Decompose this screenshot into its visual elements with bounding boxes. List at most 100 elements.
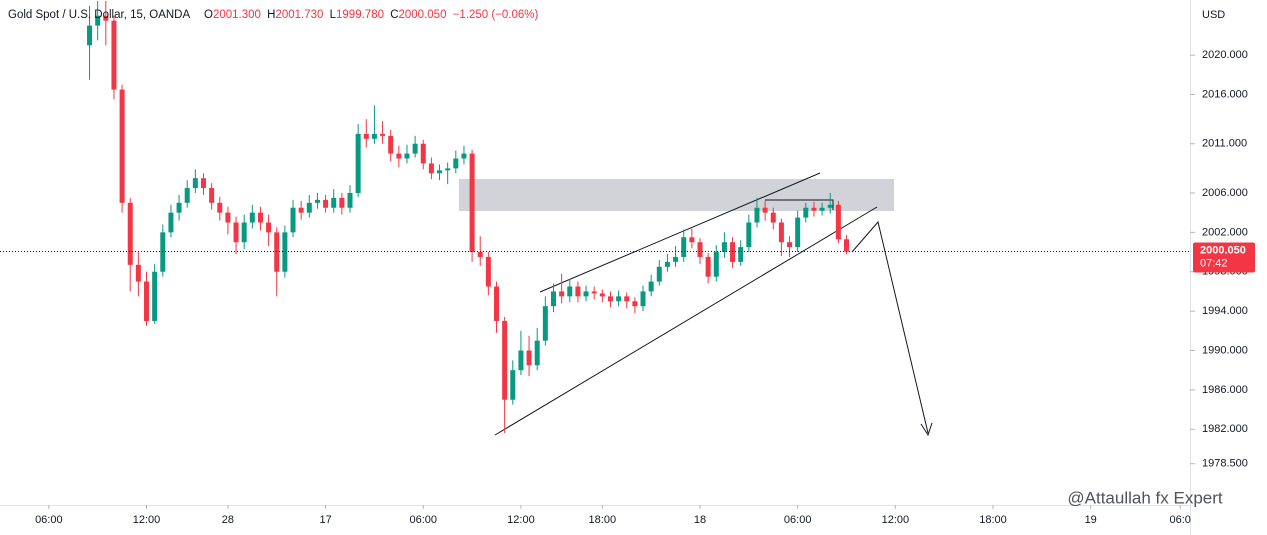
candle-body xyxy=(575,286,581,297)
candle-body xyxy=(249,212,255,223)
candle-body xyxy=(87,25,93,46)
candle-body xyxy=(534,340,540,366)
projection-arrow xyxy=(851,220,929,434)
x-tick-label: 06:00 xyxy=(784,514,812,526)
candle-body xyxy=(380,133,386,136)
candle-body xyxy=(713,252,719,277)
candle-body xyxy=(144,281,150,321)
candle-body xyxy=(640,291,646,307)
low-value: 1999.780 xyxy=(336,9,384,21)
candle-body xyxy=(844,239,850,252)
candle-body xyxy=(542,306,548,341)
y-tick-label: 1990.000 xyxy=(1202,344,1248,356)
candle-body xyxy=(200,178,206,189)
candle-body xyxy=(827,204,833,208)
y-tick-label: 1986.000 xyxy=(1202,384,1248,396)
x-tick-label: 06:00 xyxy=(35,514,63,526)
candle-body xyxy=(111,20,117,90)
x-tick-label: 12:00 xyxy=(882,514,910,526)
y-tick-label: 2011.000 xyxy=(1202,138,1247,150)
candle-body xyxy=(477,252,483,257)
candle-body xyxy=(184,188,190,203)
open-label: O xyxy=(204,9,213,21)
candle-body xyxy=(347,192,353,208)
price-tag-countdown: 07:42 xyxy=(1200,257,1228,269)
top-line xyxy=(765,199,834,210)
candle-body xyxy=(697,242,703,257)
x-tick-label: 06:0 xyxy=(1170,514,1191,526)
candle-body xyxy=(770,212,776,223)
close-label: C xyxy=(390,9,398,21)
x-tick-label: 18:00 xyxy=(979,514,1007,526)
candle-body xyxy=(461,153,467,159)
candle-body xyxy=(168,212,174,233)
candle-body xyxy=(266,222,272,233)
candle-body xyxy=(371,133,377,139)
price-tag-box xyxy=(1193,242,1255,273)
candle-body xyxy=(550,291,556,307)
change-value: −1.250 (−0.06%) xyxy=(453,9,539,21)
candle-body xyxy=(502,320,508,400)
candle-body xyxy=(656,266,662,282)
candle-body xyxy=(135,264,141,282)
supply-zone xyxy=(459,179,894,211)
y-tick-label: 1982.000 xyxy=(1202,423,1248,435)
candle-body xyxy=(103,15,109,21)
candle-body xyxy=(437,170,443,174)
candle-body xyxy=(494,286,500,321)
price-tag-value: 2000.050 xyxy=(1200,244,1246,256)
candle-body xyxy=(664,261,670,267)
x-tick-label: 12:00 xyxy=(507,514,535,526)
candle-body xyxy=(127,202,133,265)
candle-body xyxy=(738,247,744,262)
x-tick-label: 17 xyxy=(319,514,331,526)
high-value: 2001.730 xyxy=(275,9,323,21)
candle-body xyxy=(705,256,711,277)
wedge-lower-line xyxy=(494,206,878,436)
candle-body xyxy=(795,217,801,248)
candle-body xyxy=(388,135,394,154)
candle-body xyxy=(469,153,475,253)
currency-label: USD xyxy=(1202,9,1225,21)
candle-body xyxy=(811,207,817,211)
candle-body xyxy=(583,291,589,297)
candle-body xyxy=(567,286,573,297)
candle-body xyxy=(599,293,605,297)
candle-body xyxy=(209,188,215,203)
candle-body xyxy=(217,202,223,213)
candle-body xyxy=(648,281,654,292)
y-tick-label: 1994.000 xyxy=(1202,305,1248,317)
y-tick-label: 1978.500 xyxy=(1202,458,1248,470)
candle-body xyxy=(453,158,459,169)
open-value: 2001.300 xyxy=(213,9,261,21)
candle-body xyxy=(290,207,296,233)
x-tick-label: 28 xyxy=(222,514,234,526)
candle-body xyxy=(445,168,451,171)
y-tick-label: 2002.000 xyxy=(1202,226,1248,238)
candle-body xyxy=(119,89,125,203)
candle-body xyxy=(420,143,426,164)
candle-body xyxy=(681,237,687,257)
y-tick-label: 2020.000 xyxy=(1202,49,1248,61)
candle-body xyxy=(721,242,727,253)
y-tick-label: 2006.000 xyxy=(1202,187,1248,199)
candle-body xyxy=(616,296,622,302)
candle-body xyxy=(607,296,613,302)
watermark: @Attaullah fx Expert xyxy=(1067,488,1222,507)
candle-body xyxy=(363,133,369,139)
candle-body xyxy=(746,222,752,248)
arrow-head xyxy=(920,422,933,437)
candle-body xyxy=(176,202,182,213)
candle-body xyxy=(257,212,263,223)
x-tick-label: 06:00 xyxy=(409,514,437,526)
candle-body xyxy=(412,143,418,154)
candle-body xyxy=(518,350,524,371)
candle-body xyxy=(559,291,565,297)
drawings xyxy=(459,172,933,437)
x-tick-label: 19 xyxy=(1085,514,1097,526)
candle-body xyxy=(803,207,809,218)
chart-title: Gold Spot / U.S. Dollar, 15, OANDA xyxy=(8,9,190,21)
ohlc-header: O2001.300 H2001.730 L1999.780 C2000.050 … xyxy=(204,9,539,21)
candle-body xyxy=(485,256,491,287)
